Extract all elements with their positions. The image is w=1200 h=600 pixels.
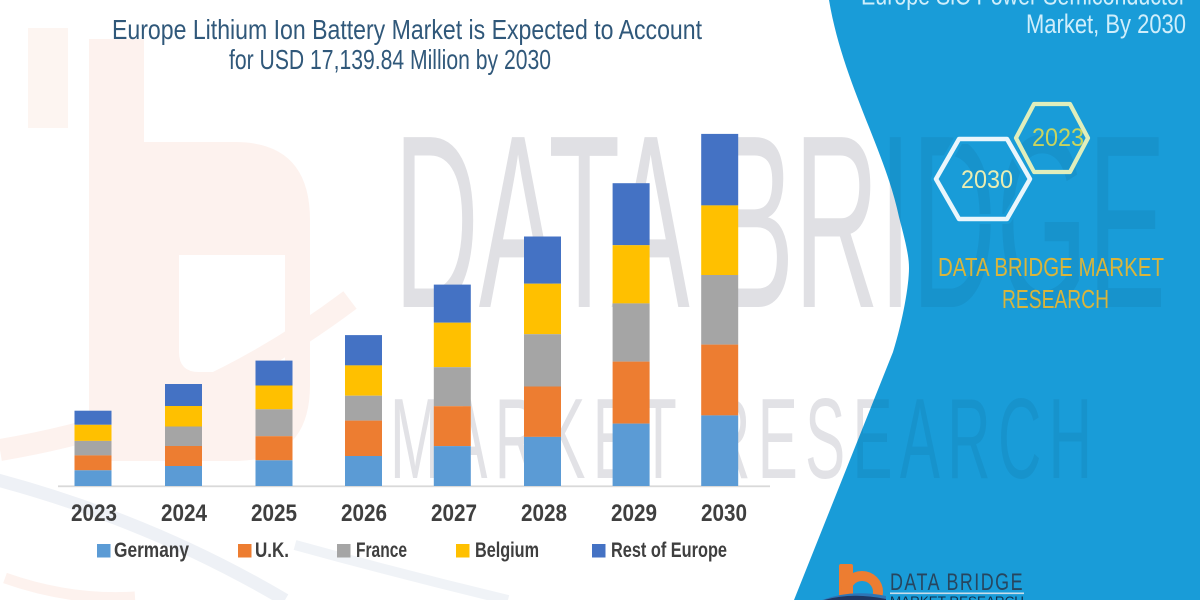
- svg-text:U.K.: U.K.: [255, 539, 289, 562]
- svg-text:2029: 2029: [611, 500, 657, 527]
- svg-text:2028: 2028: [521, 500, 567, 527]
- svg-text:DATA BRIDGE MARKET: DATA BRIDGE MARKET: [938, 252, 1164, 282]
- svg-text:RESEARCH: RESEARCH: [1002, 284, 1109, 314]
- svg-text:2024: 2024: [161, 500, 208, 527]
- svg-text:Belgium: Belgium: [475, 539, 539, 562]
- svg-text:2027: 2027: [431, 500, 477, 527]
- svg-text:2023: 2023: [1032, 124, 1084, 152]
- svg-text:2026: 2026: [341, 500, 387, 527]
- svg-text:Europe SiC Power Semiconductor: Europe SiC Power Semiconductor: [861, 0, 1186, 11]
- svg-text:MARKET RESEARCH: MARKET RESEARCH: [890, 594, 1024, 600]
- svg-text:2023: 2023: [71, 500, 117, 527]
- svg-text:2030: 2030: [961, 166, 1013, 194]
- svg-text:France: France: [356, 539, 407, 562]
- svg-text:for USD 17,139.84 Million by 2: for USD 17,139.84 Million by 2030: [229, 44, 551, 75]
- svg-text:Europe Lithium Ion Battery Mar: Europe Lithium Ion Battery Market is Exp…: [112, 14, 702, 45]
- svg-text:Rest of Europe: Rest of Europe: [611, 539, 727, 562]
- svg-text:2025: 2025: [251, 500, 297, 527]
- svg-text:2030: 2030: [701, 500, 747, 527]
- svg-text:Germany: Germany: [114, 539, 189, 562]
- svg-text:DATA BRIDGE: DATA BRIDGE: [890, 569, 1024, 596]
- svg-text:Market, By 2030: Market, By 2030: [1026, 9, 1186, 39]
